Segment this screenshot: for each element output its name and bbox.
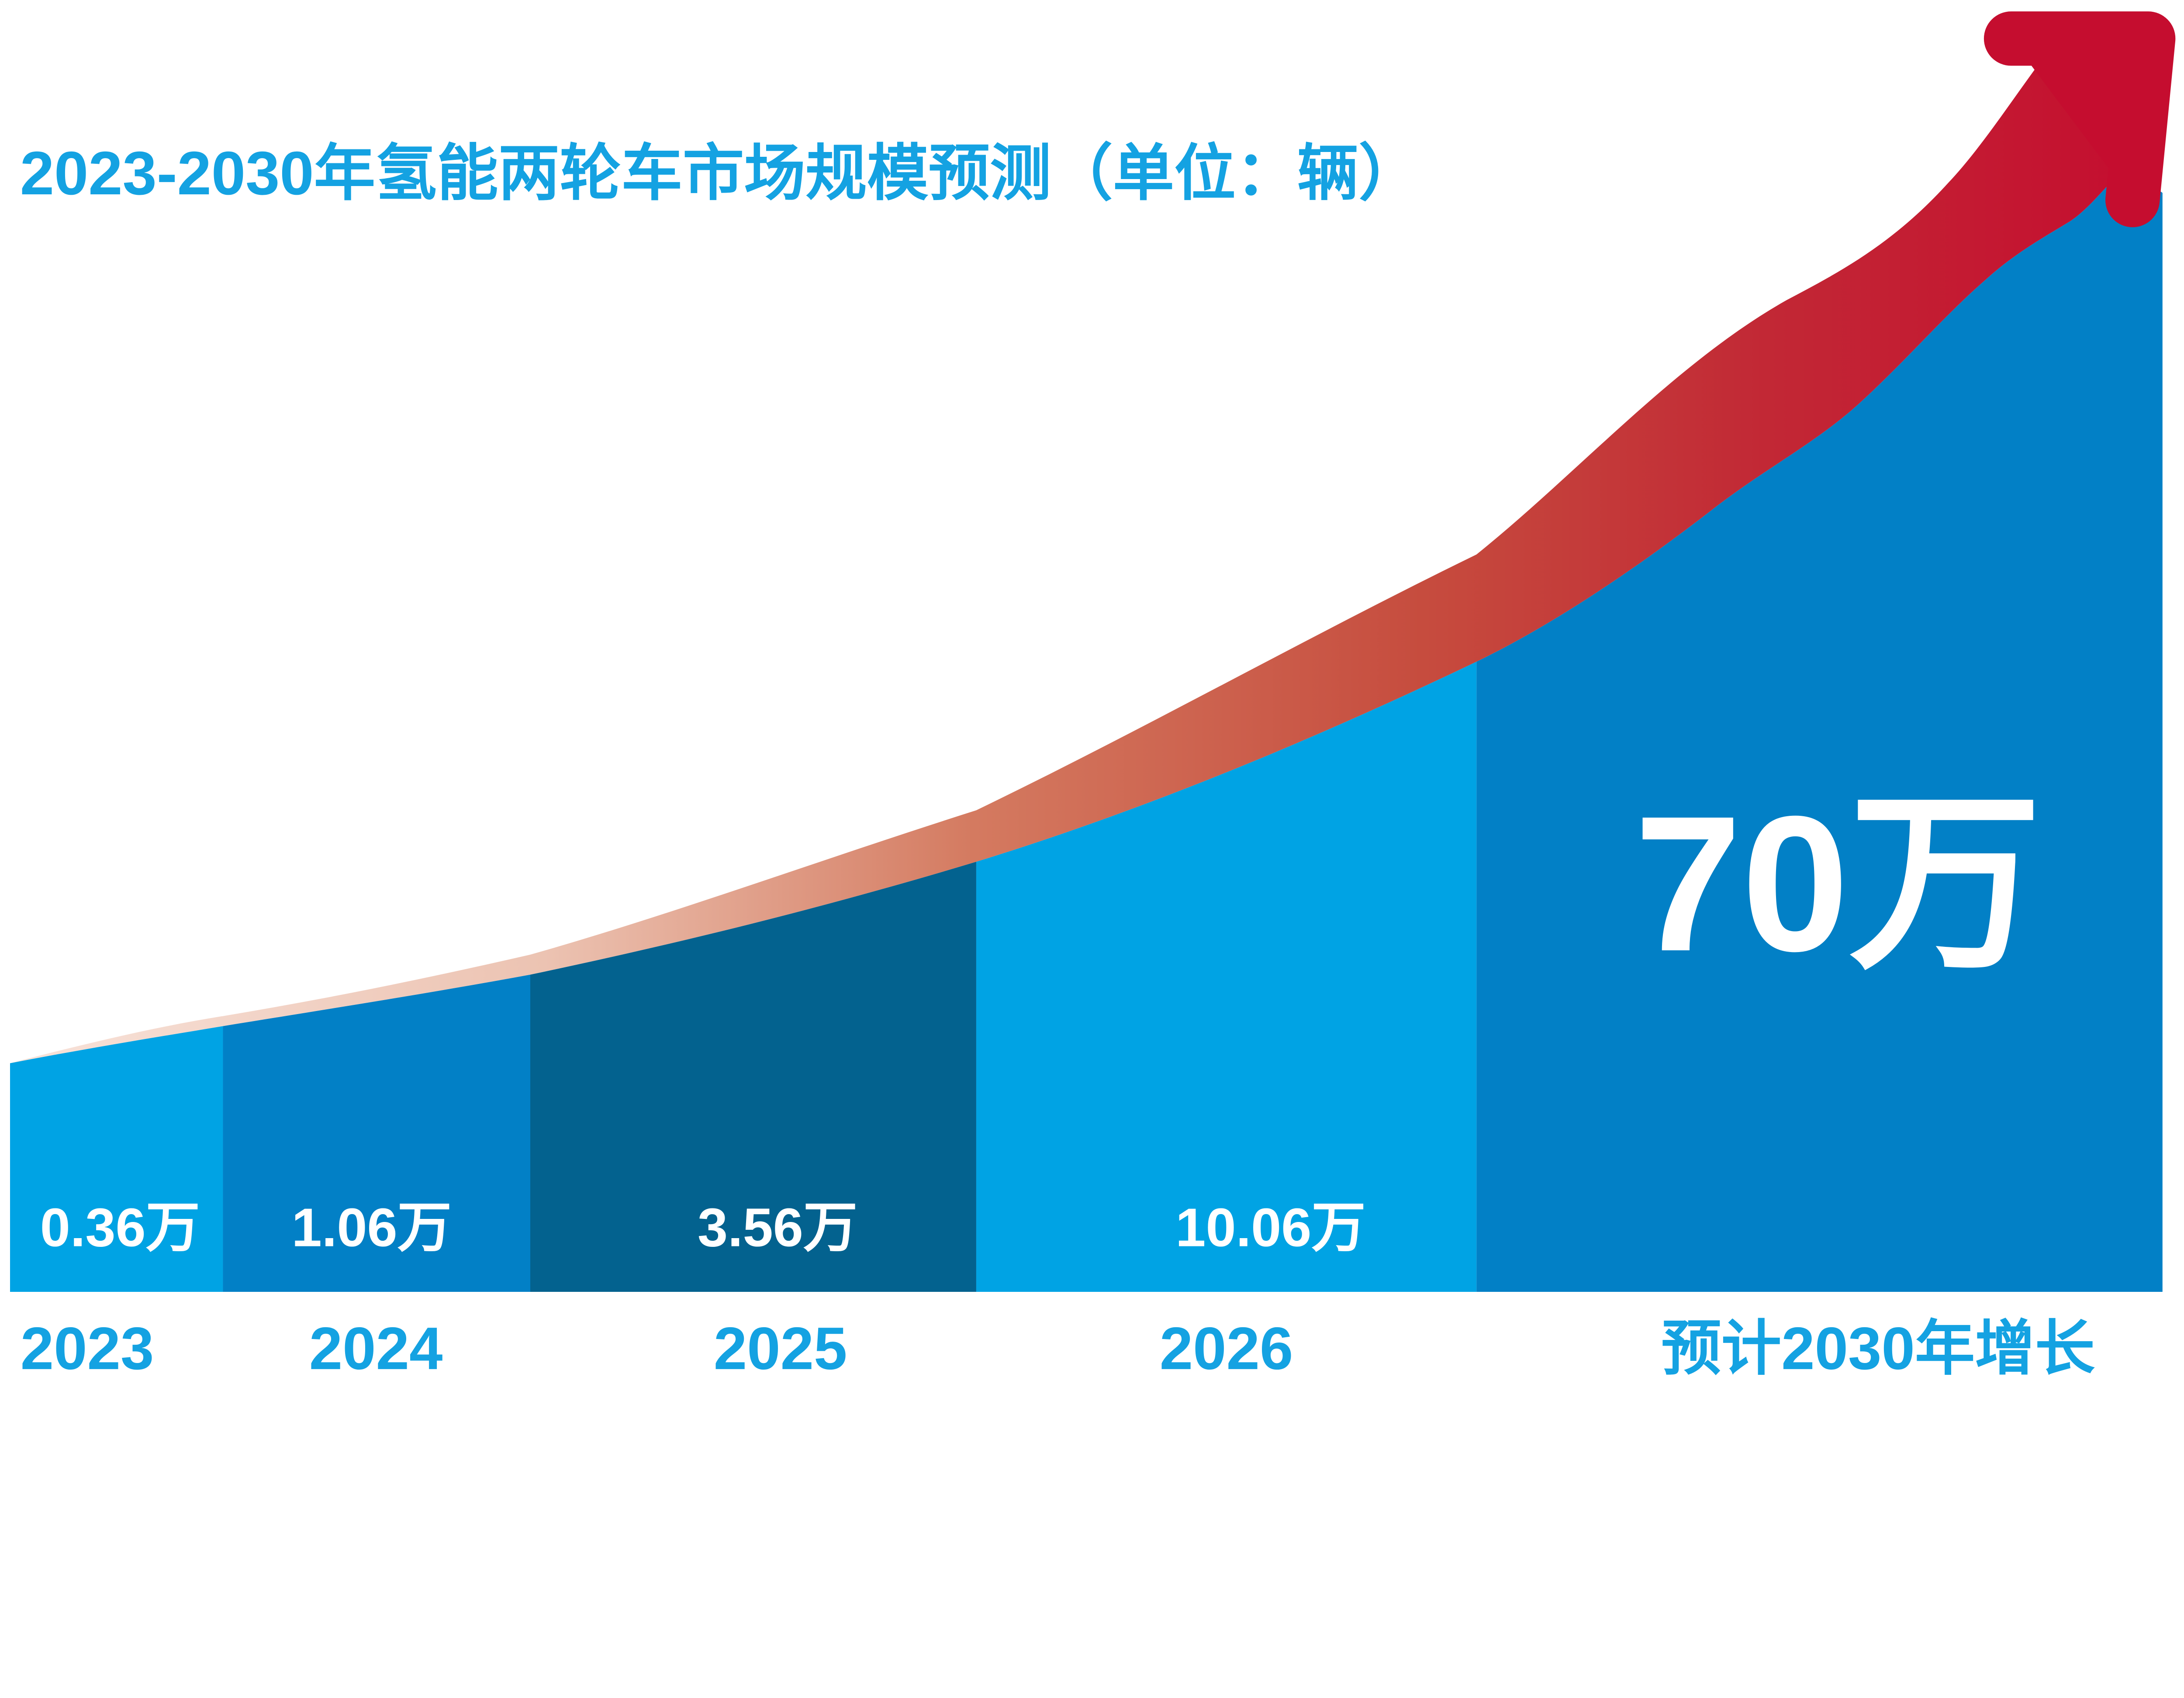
category-label-2030: 预计2030年增长 [1661,1315,2095,1382]
category-label-2024: 2024 [309,1315,443,1382]
value-label-2023: 0.36万 [40,1197,200,1258]
value-label-2030: 70万 [1635,776,2042,991]
value-label-2026: 10.06万 [1175,1197,1365,1258]
chart-svg: 2023-2030年氢能两轮车市场规模预测（单位：辆） 0.36万 1.06万 … [10,11,2176,1382]
category-label-2026: 2026 [1160,1315,1293,1382]
value-label-2024: 1.06万 [292,1197,452,1258]
category-label-2025: 2025 [714,1315,847,1382]
market-forecast-chart: 2023-2030年氢能两轮车市场规模预测（单位：辆） 0.36万 1.06万 … [10,11,2176,1382]
category-label-2023: 2023 [21,1315,154,1382]
growth-arrow-head-icon [1984,11,2176,228]
value-label-2025: 3.56万 [698,1197,857,1258]
chart-title: 2023-2030年氢能两轮车市场规模预测（单位：辆） [20,139,1420,207]
